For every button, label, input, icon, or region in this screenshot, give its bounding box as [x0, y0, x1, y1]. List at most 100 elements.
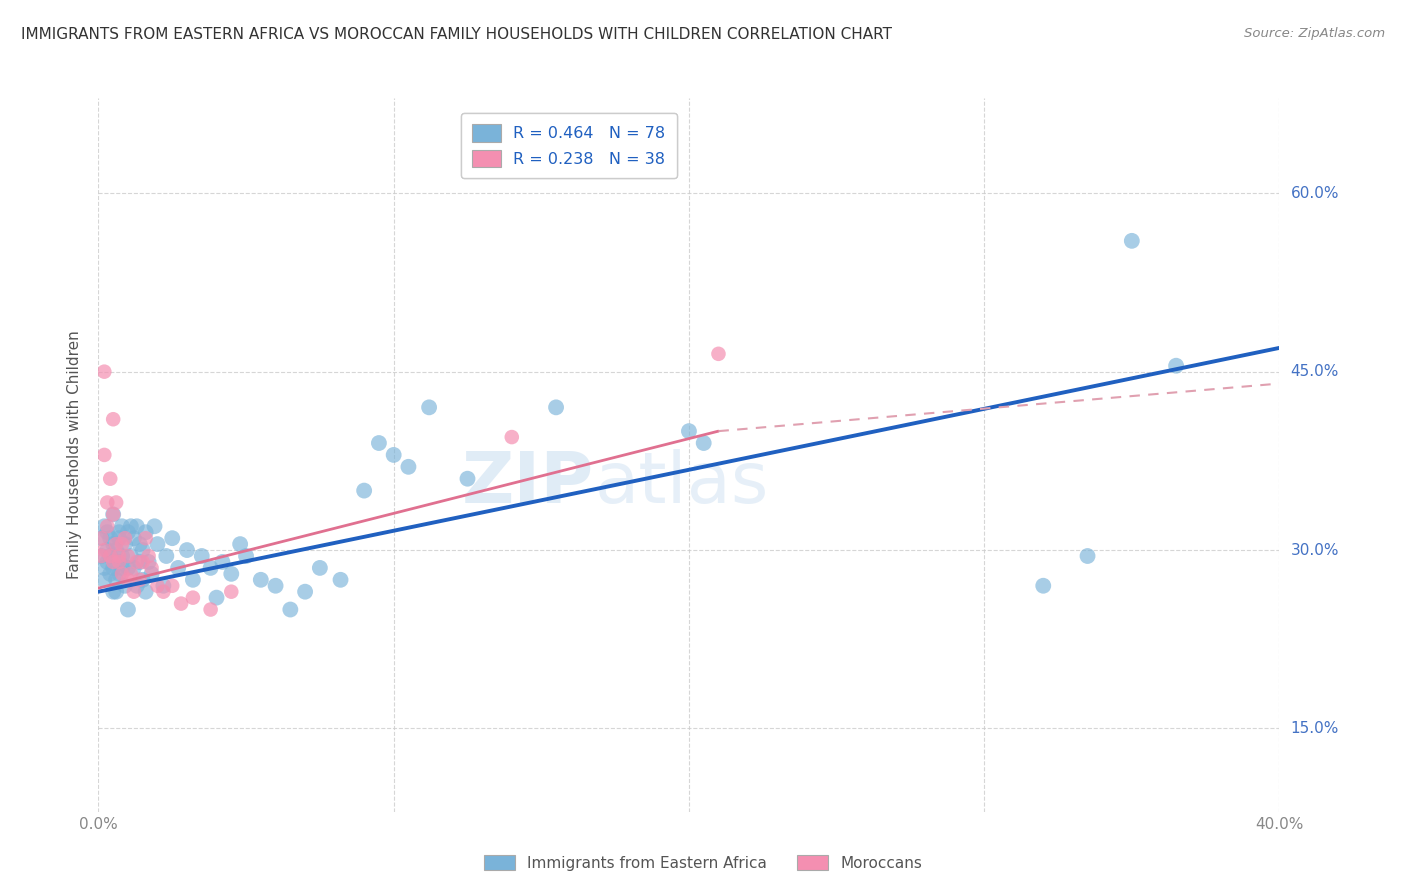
Text: atlas: atlas [595, 449, 769, 518]
Point [353, 483, 375, 498]
Y-axis label: Family Households with Children: Family Households with Children [67, 331, 83, 579]
Point [229, 537, 252, 551]
Point [93, 448, 115, 462]
Point [98, 549, 121, 563]
Point [1164, 359, 1187, 373]
Point [544, 401, 567, 415]
Point [111, 519, 134, 533]
Point [105, 573, 128, 587]
Point [132, 555, 155, 569]
Point [122, 584, 145, 599]
Point [108, 555, 131, 569]
Point [96, 519, 118, 533]
Text: 30.0%: 30.0% [1291, 542, 1339, 558]
Point [128, 555, 150, 569]
Point [155, 549, 177, 563]
Point [90, 549, 112, 563]
Point [98, 472, 121, 486]
Point [501, 430, 523, 444]
Point [456, 472, 478, 486]
Point [176, 543, 198, 558]
Point [128, 537, 150, 551]
Point [132, 543, 155, 558]
Point [329, 573, 352, 587]
Point [96, 525, 118, 540]
Point [219, 566, 242, 581]
Point [105, 495, 128, 509]
Point [146, 579, 169, 593]
Point [135, 525, 157, 540]
Point [96, 495, 118, 509]
Text: 45.0%: 45.0% [1291, 364, 1339, 379]
Point [111, 537, 134, 551]
Point [191, 549, 214, 563]
Point [219, 584, 242, 599]
Point [120, 566, 142, 581]
Point [200, 602, 222, 616]
Point [205, 591, 228, 605]
Point [138, 555, 160, 569]
Point [146, 537, 169, 551]
Point [382, 448, 405, 462]
Point [117, 549, 139, 563]
Point [90, 531, 112, 545]
Point [105, 543, 128, 558]
Point [93, 561, 115, 575]
Point [105, 537, 128, 551]
Point [162, 531, 183, 545]
Point [98, 531, 121, 545]
Point [162, 579, 183, 593]
Point [103, 555, 125, 569]
Point [98, 549, 121, 563]
Point [108, 531, 131, 545]
Point [103, 561, 125, 575]
Point [114, 537, 136, 551]
Point [103, 584, 125, 599]
Point [96, 555, 118, 569]
Point [98, 566, 121, 581]
Point [105, 584, 128, 599]
Point [103, 537, 125, 551]
Point [117, 602, 139, 616]
Point [114, 531, 136, 545]
Text: 15.0%: 15.0% [1291, 721, 1339, 736]
Text: 60.0%: 60.0% [1291, 186, 1339, 201]
Point [135, 584, 157, 599]
Point [125, 579, 148, 593]
Point [368, 436, 391, 450]
Point [200, 561, 222, 575]
Point [1121, 234, 1143, 248]
Point [103, 508, 125, 522]
Point [93, 573, 115, 587]
Point [264, 579, 287, 593]
Text: IMMIGRANTS FROM EASTERN AFRICA VS MOROCCAN FAMILY HOUSEHOLDS WITH CHILDREN CORRE: IMMIGRANTS FROM EASTERN AFRICA VS MOROCC… [21, 27, 891, 42]
Point [181, 573, 204, 587]
Point [141, 561, 163, 575]
Point [309, 561, 332, 575]
Point [103, 508, 125, 522]
Point [108, 549, 131, 563]
Text: Source: ZipAtlas.com: Source: ZipAtlas.com [1244, 27, 1385, 40]
Point [93, 519, 115, 533]
Point [294, 584, 316, 599]
Point [211, 555, 233, 569]
Point [125, 555, 148, 569]
Point [120, 549, 142, 563]
Point [707, 347, 730, 361]
Point [120, 519, 142, 533]
Point [278, 602, 302, 616]
Point [117, 573, 139, 587]
Point [143, 519, 166, 533]
Point [170, 597, 193, 611]
Point [114, 579, 136, 593]
Point [111, 561, 134, 575]
Point [167, 561, 190, 575]
Point [108, 566, 131, 581]
Point [90, 531, 112, 545]
Point [235, 549, 257, 563]
Point [250, 573, 273, 587]
Point [1032, 579, 1054, 593]
Point [122, 561, 145, 575]
Point [108, 525, 131, 540]
Point [96, 543, 118, 558]
